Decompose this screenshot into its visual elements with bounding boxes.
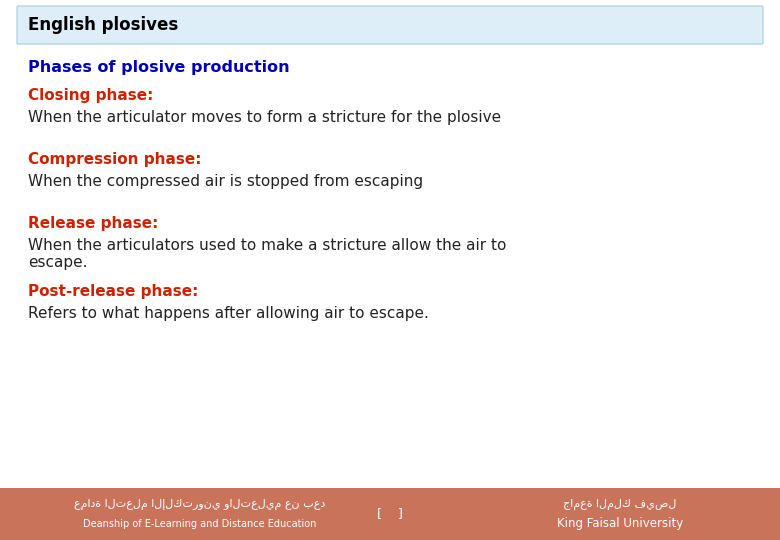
Text: Compression phase:: Compression phase: [28, 152, 201, 167]
Text: Refers to what happens after allowing air to escape.: Refers to what happens after allowing ai… [28, 306, 429, 321]
FancyBboxPatch shape [17, 6, 763, 44]
Text: Phases of plosive production: Phases of plosive production [28, 60, 289, 75]
Text: Closing phase:: Closing phase: [28, 88, 154, 103]
Text: [    ]: [ ] [377, 508, 403, 521]
Text: Deanship of E-Learning and Distance Education: Deanship of E-Learning and Distance Educ… [83, 519, 317, 529]
Text: King Faisal University: King Faisal University [557, 517, 683, 530]
Text: English plosives: English plosives [28, 16, 179, 34]
Text: When the articulator moves to form a stricture for the plosive: When the articulator moves to form a str… [28, 110, 501, 125]
Text: جامعة الملك فيصل: جامعة الملك فيصل [563, 500, 677, 510]
Bar [0, 488, 780, 540]
Text: Post-release phase:: Post-release phase: [28, 284, 198, 299]
Text: When the compressed air is stopped from escaping: When the compressed air is stopped from … [28, 174, 423, 189]
Text: Release phase:: Release phase: [28, 216, 158, 231]
Text: عمادة التعلم الإلكتروني والتعليم عن بعد: عمادة التعلم الإلكتروني والتعليم عن بعد [74, 500, 325, 510]
Text: When the articulators used to make a stricture allow the air to
escape.: When the articulators used to make a str… [28, 238, 506, 271]
